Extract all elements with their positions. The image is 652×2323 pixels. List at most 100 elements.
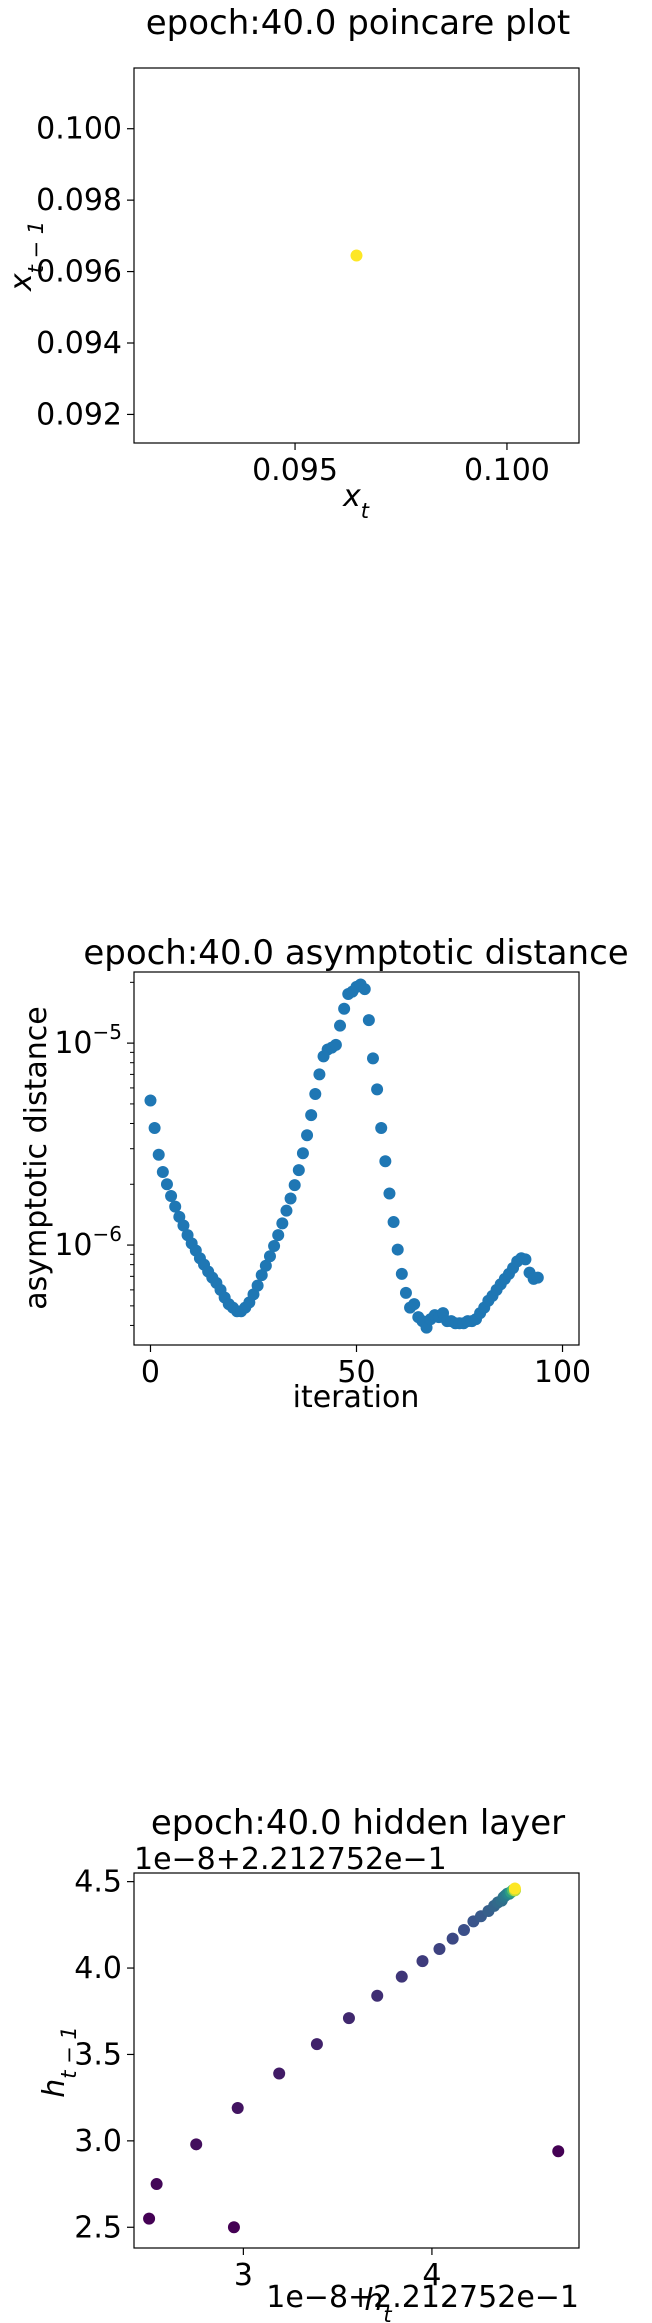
data-point <box>255 1269 268 1282</box>
y-tick-label: 3.5 <box>74 2037 122 2072</box>
x-tick-label: 3 <box>234 2258 253 2293</box>
y-tick-label: 0.096 <box>36 255 122 290</box>
y-tick-label: 10−5 <box>54 1020 122 1061</box>
data-point <box>310 2038 323 2051</box>
data-point <box>375 1121 388 1134</box>
hidden-x-offset-label: 1e−8+2.212752e−1 <box>266 2280 579 2315</box>
asymptotic-x-ticks: 0 50 100 <box>141 1345 591 1390</box>
data-point <box>433 1943 446 1956</box>
data-point <box>144 1094 157 1107</box>
data-point <box>358 983 371 996</box>
poincare-plot-frame <box>133 67 580 444</box>
data-point <box>446 1932 459 1945</box>
data-point <box>280 1204 293 1217</box>
asymptotic-y-ticks: 10−6 10−5 <box>54 981 134 1326</box>
data-point <box>408 1298 421 1311</box>
data-point <box>416 1955 429 1968</box>
data-point <box>165 1189 178 1202</box>
x-tick-label: 0.095 <box>252 453 338 488</box>
data-point <box>276 1217 289 1230</box>
data-point <box>152 1148 165 1161</box>
data-point <box>268 1239 281 1252</box>
data-point <box>387 1216 400 1229</box>
data-point <box>366 1052 379 1065</box>
data-point <box>150 2178 163 2191</box>
y-tick-label: 4.5 <box>74 1865 122 1900</box>
data-point <box>301 1129 314 1142</box>
hidden-chart: epoch:40.0 hidden layer 1e−8+2.212752e−1… <box>37 1803 580 2323</box>
data-point <box>160 1178 173 1191</box>
data-point <box>143 2212 156 2225</box>
y-tick-label: 10−6 <box>54 1222 122 1263</box>
hidden-points <box>143 1882 565 2234</box>
poincare-chart: epoch:40.0 poincare plot 0.095 0.100 0.09… <box>4 3 580 523</box>
data-point <box>273 2067 286 2080</box>
data-point <box>395 1970 408 1983</box>
hidden-plot-frame <box>133 1872 580 2249</box>
y-tick-label: 4.0 <box>74 1951 122 1986</box>
poincare-x-ticks: 0.095 0.100 <box>252 443 550 488</box>
hidden-y-label: ht − 1 <box>37 2026 81 2098</box>
data-point <box>342 2012 355 2025</box>
asymptotic-chart: epoch:40.0 asymptotic distance 0 50 100 10… <box>19 933 629 1415</box>
asymptotic-y-label: asymptotic distance <box>19 1006 54 1309</box>
data-point <box>284 1192 297 1205</box>
asymptotic-points <box>144 978 544 1334</box>
asymptotic-plot-frame <box>133 971 580 1346</box>
data-point <box>371 1989 384 2002</box>
x-tick-label: 100 <box>534 1355 591 1390</box>
poincare-y-label: xt − 1 <box>4 221 48 292</box>
poincare-x-label: xt <box>342 479 370 523</box>
y-tick-label: 0.100 <box>36 112 122 147</box>
data-point <box>334 1019 347 1032</box>
data-point <box>552 2145 565 2158</box>
asymptotic-title: epoch:40.0 asymptotic distance <box>83 933 628 973</box>
data-point <box>329 1038 342 1051</box>
data-point <box>272 1229 285 1242</box>
data-point <box>148 1121 161 1134</box>
poincare-y-ticks: 0.092 0.094 0.096 0.098 0.100 <box>36 112 134 432</box>
data-point <box>457 1924 470 1937</box>
data-point <box>313 1068 326 1081</box>
data-point <box>156 1166 169 1179</box>
poincare-points <box>350 249 363 262</box>
data-point <box>309 1087 322 1100</box>
y-tick-label: 0.098 <box>36 183 122 218</box>
data-point <box>519 1253 532 1266</box>
y-tick-label: 3.0 <box>74 2124 122 2159</box>
data-point <box>177 1219 190 1232</box>
data-point <box>259 1259 272 1272</box>
x-tick-label: 0 <box>141 1355 160 1390</box>
data-point <box>338 1002 351 1015</box>
y-tick-label: 0.092 <box>36 397 122 432</box>
asymptotic-x-label: iteration <box>293 1380 420 1415</box>
hidden-title: epoch:40.0 hidden layer <box>151 1803 565 1843</box>
data-point <box>383 1187 396 1200</box>
data-point <box>508 1882 521 1895</box>
x-tick-label: 0.100 <box>464 453 550 488</box>
x-tick-label: 50 <box>337 1355 375 1390</box>
hidden-y-offset-label: 1e−8+2.212752e−1 <box>134 1842 447 1877</box>
data-point <box>531 1271 544 1284</box>
hidden-x-label: ht <box>364 2283 392 2323</box>
data-point <box>399 1286 412 1299</box>
data-point <box>379 1155 392 1168</box>
data-point <box>251 1279 264 1292</box>
data-point <box>362 1014 375 1027</box>
data-point <box>190 2138 203 2151</box>
data-point <box>395 1267 408 1280</box>
data-point <box>227 2221 240 2234</box>
y-tick-label: 0.094 <box>36 326 122 361</box>
data-point <box>305 1109 318 1122</box>
data-point <box>391 1243 404 1256</box>
y-tick-label: 2.5 <box>74 2210 122 2245</box>
data-point <box>263 1250 276 1263</box>
x-tick-label: 4 <box>422 2258 441 2293</box>
data-point <box>231 2102 244 2115</box>
data-point <box>288 1179 301 1192</box>
hidden-y-ticks: 2.5 3.0 3.5 4.0 4.5 <box>74 1865 134 2245</box>
data-point <box>292 1164 305 1177</box>
data-point <box>296 1147 309 1160</box>
